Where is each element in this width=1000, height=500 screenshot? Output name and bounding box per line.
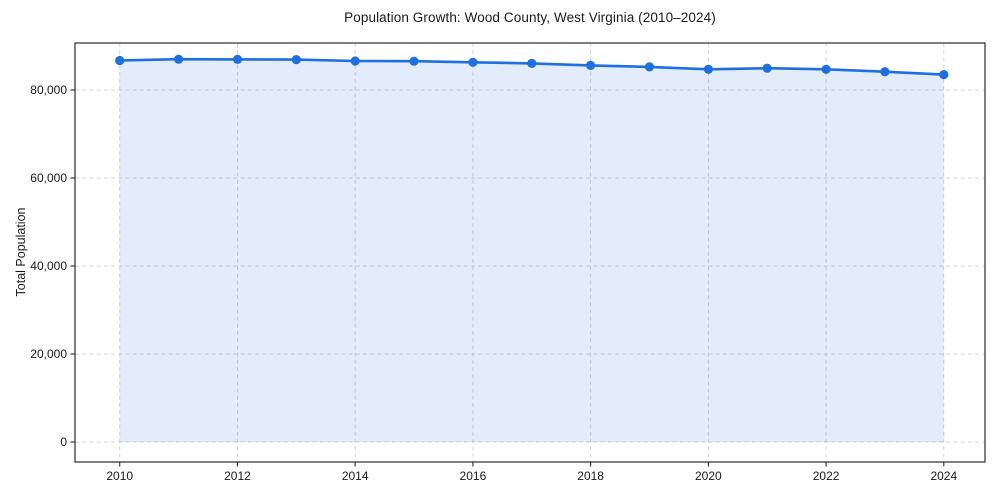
data-point-2022 <box>821 64 831 74</box>
x-tick-label-2014: 2014 <box>342 469 369 483</box>
data-point-2010 <box>115 55 125 66</box>
data-point-2017 <box>527 58 537 68</box>
data-point-2023 <box>880 67 890 77</box>
y-tick-label-80000: 80,000 <box>30 83 67 97</box>
data-point-2024 <box>939 70 949 80</box>
x-tick-label-2016: 2016 <box>460 469 487 483</box>
data-point-2018 <box>586 60 596 70</box>
x-tick-label-2010: 2010 <box>106 469 133 483</box>
data-point-2013 <box>291 55 301 65</box>
y-tick-label-0: 0 <box>60 435 67 449</box>
x-tick-label-2012: 2012 <box>224 469 251 483</box>
data-point-2015 <box>409 56 419 66</box>
x-tick-label-2022: 2022 <box>813 469 840 483</box>
data-point-2019 <box>644 62 655 72</box>
x-tick-label-2018: 2018 <box>577 469 604 483</box>
y-tick-label-60000: 60,000 <box>30 171 67 185</box>
x-tick-label-2024: 2024 <box>930 469 957 483</box>
plot-border <box>74 42 986 463</box>
chart-title: Population Growth: Wood County, West Vir… <box>344 10 716 25</box>
y-tick-label-40000: 40,000 <box>30 259 67 273</box>
data-point-2021 <box>762 63 772 73</box>
area-fill <box>119 59 944 442</box>
y-tick-label-20000: 20,000 <box>30 347 67 361</box>
data-point-2016 <box>468 57 478 67</box>
x-tick-label-2020: 2020 <box>695 469 722 483</box>
data-point-2014 <box>350 56 360 66</box>
data-point-2011 <box>174 54 184 64</box>
data-point-2020 <box>703 64 714 74</box>
data-point-2012 <box>232 54 243 64</box>
